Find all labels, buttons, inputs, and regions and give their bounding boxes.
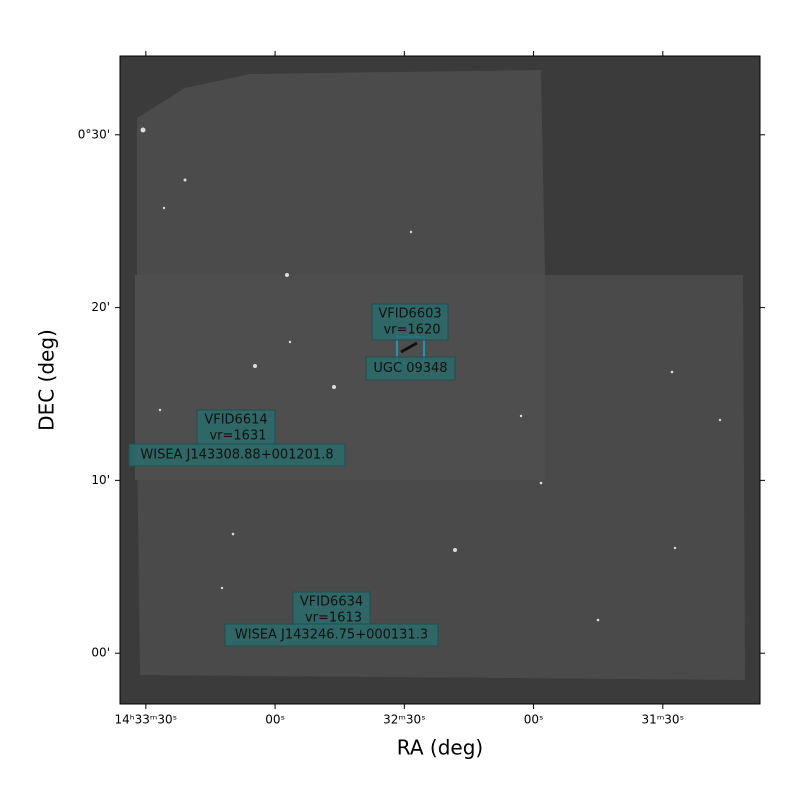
annotation-box <box>128 443 346 467</box>
annotation-box <box>365 356 456 381</box>
y-axis-label: DEC (deg) <box>35 329 59 431</box>
annotation-text: UGC 09348 <box>373 361 447 376</box>
y-tick-label: 00' <box>91 646 110 660</box>
annotation-text: VFID6634 <box>300 595 363 610</box>
galaxy <box>400 341 418 354</box>
x-tick-label: 31ᵐ30ˢ <box>642 713 685 727</box>
mosaic-top <box>137 70 545 275</box>
annotation-text: WISEA J143246.75+000131.3 <box>235 628 428 643</box>
annotation-text: VFID6614 <box>204 413 267 428</box>
x-tick-label: 32ᵐ30ˢ <box>383 713 426 727</box>
stars <box>140 127 722 622</box>
y-tick-label: 10' <box>91 473 110 487</box>
annotation-box <box>371 303 449 341</box>
annotation-text: WISEA J143308.88+001201.8 <box>140 448 333 463</box>
annotation-text: VFID6603 <box>378 307 441 322</box>
y-tick-label: 0°30' <box>78 127 110 141</box>
annotation-box <box>224 623 439 647</box>
annotation-text: vr=1620 <box>383 323 440 338</box>
annotation-text: vr=1631 <box>209 429 266 444</box>
axes-frame <box>119 55 761 705</box>
x-tick-label: 00ˢ <box>524 713 544 727</box>
x-tick-label: 00ˢ <box>265 713 285 727</box>
annotation-box <box>196 409 276 447</box>
annotation-text: vr=1613 <box>305 611 362 626</box>
x-tick-label: 14ʰ33ᵐ30ˢ <box>115 713 178 727</box>
x-axis-label: RA (deg) <box>397 736 483 760</box>
y-tick-label: 20' <box>91 300 110 314</box>
